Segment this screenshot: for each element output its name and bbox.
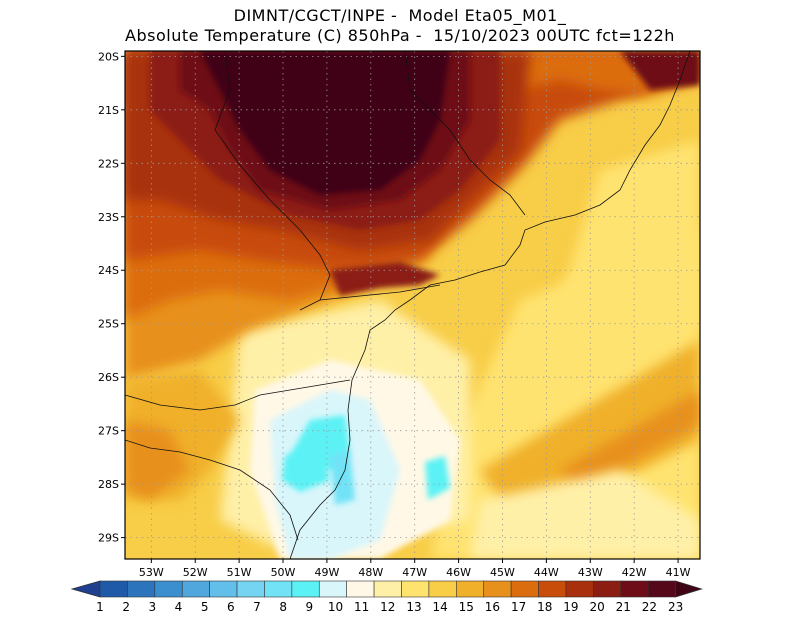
colorbar-swatch	[99, 580, 128, 598]
lon-tick-label: 49W	[314, 566, 339, 579]
chart-title-line-2: Absolute Temperature (C) 850hPa - 15/10/…	[125, 26, 675, 45]
lat-tick-label: 28S	[98, 478, 119, 491]
lon-tick-label: 41W	[666, 566, 691, 579]
colorbar-swatch	[373, 580, 402, 598]
colorbar-label: 7	[253, 600, 261, 614]
lon-tick-label: 46W	[446, 566, 471, 579]
map-gridlines	[125, 51, 700, 559]
colorbar-label: 5	[201, 600, 209, 614]
colorbar-swatch	[483, 580, 512, 598]
lon-tick-label: 47W	[402, 566, 427, 579]
lon-tick-label: 52W	[183, 566, 208, 579]
latitude-axis: 20S 21S 22S 23S 24S 25S 26S 27S 28S 29S	[98, 50, 125, 545]
lat-tick-label: 25S	[98, 318, 119, 331]
colorbar: 1 2 3 4 5 6 7 8 9 10 11 12 13 14 15 16 17 18 19 20 21 22 23	[70, 580, 703, 614]
lat-tick-label: 22S	[98, 157, 119, 170]
colorbar-label: 9	[305, 600, 313, 614]
lon-tick-label: 43W	[578, 566, 603, 579]
colorbar-label: 3	[149, 600, 157, 614]
longitude-axis: 53W 52W 51W 50W 49W 48W 47W 46W 45W 44W 43W 42W 41W	[139, 559, 691, 579]
lon-tick-label: 42W	[622, 566, 647, 579]
colorbar-swatch	[428, 580, 457, 598]
lon-tick-label: 51W	[227, 566, 252, 579]
colorbar-label: 2	[122, 600, 130, 614]
colorbar-label: 18	[537, 600, 552, 614]
lon-tick-label: 50W	[271, 566, 296, 579]
colorbar-label: 8	[279, 600, 287, 614]
colorbar-swatch	[401, 580, 430, 598]
colorbar-label: 16	[485, 600, 500, 614]
coastline-and-borders	[125, 51, 691, 559]
colorbar-label: 13	[406, 600, 421, 614]
colorbar-label: 6	[227, 600, 235, 614]
colorbar-swatch	[510, 580, 539, 598]
temperature-field	[125, 51, 700, 559]
colorbar-label: 21	[616, 600, 631, 614]
colorbar-swatch	[209, 580, 238, 598]
lat-tick-label: 20S	[98, 50, 119, 63]
lon-tick-label: 53W	[139, 566, 164, 579]
lon-tick-label: 44W	[534, 566, 559, 579]
lat-tick-label: 21S	[98, 104, 119, 117]
colorbar-label: 17	[511, 600, 526, 614]
chart-title-line-1: DIMNT/CGCT/INPE - Model Eta05_M01_	[233, 6, 567, 25]
colorbar-swatch	[565, 580, 594, 598]
colorbar-swatch	[647, 580, 676, 598]
colorbar-label: 20	[589, 600, 604, 614]
colorbar-swatch	[236, 580, 265, 598]
colorbar-arrow-high	[675, 580, 703, 598]
colorbar-swatch	[318, 580, 347, 598]
colorbar-label: 19	[563, 600, 578, 614]
colorbar-label: 10	[328, 600, 343, 614]
colorbar-label: 22	[642, 600, 657, 614]
colorbar-label: 15	[459, 600, 474, 614]
colorbar-label: 14	[432, 600, 447, 614]
colorbar-label: 1	[96, 600, 104, 614]
colorbar-swatch	[264, 580, 293, 598]
lat-tick-label: 23S	[98, 211, 119, 224]
colorbar-swatch	[620, 580, 649, 598]
colorbar-swatch	[346, 580, 375, 598]
colorbar-label: 12	[380, 600, 395, 614]
colorbar-swatch	[127, 580, 156, 598]
lon-tick-label: 45W	[490, 566, 515, 579]
lat-tick-label: 26S	[98, 371, 119, 384]
colorbar-swatch	[154, 580, 183, 598]
colorbar-swatch	[538, 580, 567, 598]
lat-tick-label: 27S	[98, 425, 119, 438]
lon-tick-label: 48W	[358, 566, 383, 579]
colorbar-swatch	[456, 580, 485, 598]
colorbar-label: 4	[175, 600, 183, 614]
colorbar-label: 23	[668, 600, 683, 614]
colorbar-arrow-low	[70, 580, 101, 598]
colorbar-label: 11	[354, 600, 369, 614]
lat-tick-label: 29S	[98, 532, 119, 545]
colorbar-swatch	[181, 580, 210, 598]
lat-tick-label: 24S	[98, 264, 119, 277]
map-frame	[124, 50, 701, 560]
colorbar-swatch	[593, 580, 622, 598]
colorbar-swatch	[291, 580, 320, 598]
